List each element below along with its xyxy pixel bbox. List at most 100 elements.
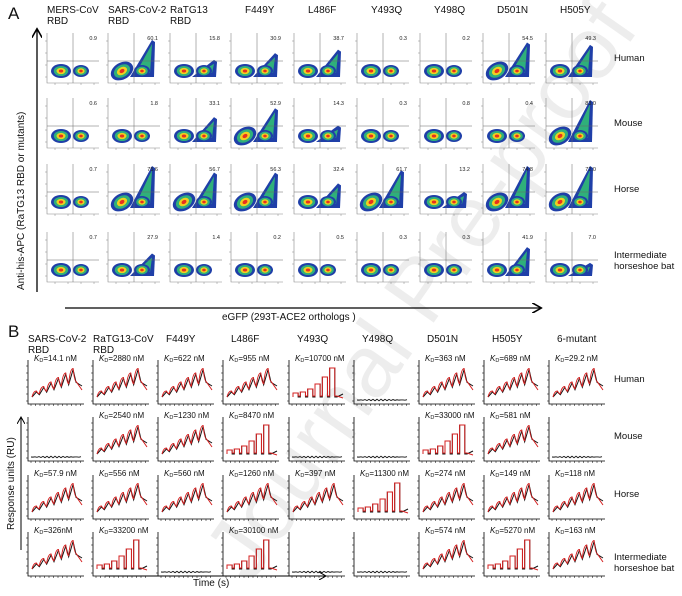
plot-axes — [230, 33, 283, 84]
kd-subscript: D — [234, 473, 239, 479]
quadrant-percentage: 0.7 — [89, 167, 97, 173]
plot-axes — [353, 475, 410, 520]
plot-axes — [169, 98, 222, 149]
kd-label: KD=33200 nM — [99, 526, 149, 536]
row-label: Human — [614, 374, 645, 385]
kd-subscript: D — [104, 530, 109, 536]
quadrant-percentage: 13.2 — [459, 167, 470, 173]
density-contour — [242, 199, 248, 205]
column-header-line1: Y498Q — [362, 334, 394, 345]
column-header: H505Y — [492, 334, 523, 345]
plot-axes — [482, 232, 535, 283]
column-header-line1: L486F — [231, 334, 260, 345]
column-header-line1: Y498Q — [434, 5, 466, 16]
plot-axes — [169, 33, 222, 84]
fit-curve — [226, 539, 278, 571]
spr-sensorgram — [221, 360, 279, 406]
quadrant-percentage: 32.4 — [333, 167, 344, 173]
spr-sensorgram — [91, 417, 149, 463]
kd-symbol: K — [425, 469, 431, 478]
fit-curve — [422, 539, 474, 570]
flow-plot: 0.6 — [45, 98, 99, 150]
plot-axes — [46, 164, 99, 215]
kd-label: KD=560 nM — [164, 469, 205, 479]
kd-value: =574 nM — [434, 526, 466, 535]
measured-trace — [422, 484, 474, 513]
kd-symbol: K — [34, 526, 40, 535]
kd-symbol: K — [229, 469, 235, 478]
kd-symbol: K — [164, 411, 170, 420]
plot-axes — [545, 33, 598, 84]
plot-axes — [288, 417, 345, 462]
no-binding-trace — [30, 455, 82, 459]
kd-subscript: D — [169, 358, 174, 364]
column-header-line1: F449Y — [166, 334, 196, 345]
kd-symbol: K — [34, 469, 40, 478]
plot-axes — [222, 532, 279, 577]
measured-trace — [161, 369, 213, 398]
fit-curve — [552, 482, 604, 513]
kd-subscript: D — [39, 530, 44, 536]
density-contour — [515, 200, 519, 204]
quadrant-percentage: 15.8 — [209, 36, 220, 42]
quadrant-percentage: 56.7 — [209, 167, 220, 173]
panel-a-y-axis-label: Anti-his-APC (RaTG13 RBD or mutants) — [16, 111, 27, 290]
plot-axes — [293, 232, 346, 283]
fit-curve — [226, 367, 278, 398]
fit-curve — [96, 424, 148, 455]
density-contour — [326, 268, 330, 272]
plot-axes — [356, 33, 409, 84]
flow-plot: 0.3 — [355, 232, 409, 284]
density-contour — [431, 69, 437, 73]
plot-axes — [482, 98, 535, 149]
kd-symbol: K — [555, 354, 561, 363]
plot-axes — [157, 532, 214, 577]
flow-plot: 13.2 — [418, 164, 472, 216]
column-header-line2: RBD — [47, 16, 69, 27]
plot-axes — [107, 33, 160, 84]
row-label-line2: horseshoe bat — [614, 563, 675, 574]
kd-value: =560 nM — [173, 469, 205, 478]
kd-subscript: D — [560, 358, 565, 364]
kd-subscript: D — [430, 358, 435, 364]
flow-plot: 0.2 — [229, 232, 283, 284]
kd-value: =118 nM — [564, 469, 596, 478]
spr-sensorgram — [287, 417, 345, 463]
kd-label: KD=363 nM — [425, 354, 466, 364]
kd-subscript: D — [560, 473, 565, 479]
measured-trace — [292, 484, 344, 513]
column-header: D501N — [427, 334, 458, 345]
fit-curve — [422, 367, 474, 398]
flow-plot: 0.3 — [418, 232, 472, 284]
spr-sensorgram — [547, 417, 605, 463]
positive-population-core — [574, 104, 590, 138]
spr-sensorgram — [287, 532, 345, 578]
density-contour — [263, 200, 267, 204]
spr-sensorgram — [417, 417, 475, 463]
quadrant-percentage: 56.3 — [270, 167, 281, 173]
density-contour — [557, 268, 563, 272]
quadrant-percentage: 83.0 — [585, 101, 596, 107]
column-header-line2: RBD — [93, 345, 115, 356]
plot-axes — [157, 360, 214, 405]
row-label: Human — [614, 53, 645, 64]
kd-label: KD=622 nM — [164, 354, 205, 364]
density-contour — [557, 199, 563, 205]
kd-value: =149 nM — [499, 469, 531, 478]
kd-value: =1230 nM — [173, 411, 210, 420]
kd-subscript: D — [430, 530, 435, 536]
measured-trace — [96, 484, 148, 513]
fit-curve — [31, 539, 83, 570]
density-contour — [452, 200, 456, 204]
quadrant-percentage: 0.2 — [273, 235, 281, 241]
spr-sensorgram — [221, 475, 279, 521]
kd-value: =556 nM — [108, 469, 140, 478]
density-contour — [58, 134, 64, 138]
fit-curve — [161, 367, 213, 398]
spr-sensorgram — [352, 360, 410, 406]
row-label: Intermediate horseshoe bat — [614, 250, 674, 272]
flow-plot: 56.7 — [168, 164, 222, 216]
fit-curve — [292, 367, 344, 399]
plot-axes — [545, 164, 598, 215]
column-header: RaTG13-CoV RBD — [93, 334, 154, 356]
